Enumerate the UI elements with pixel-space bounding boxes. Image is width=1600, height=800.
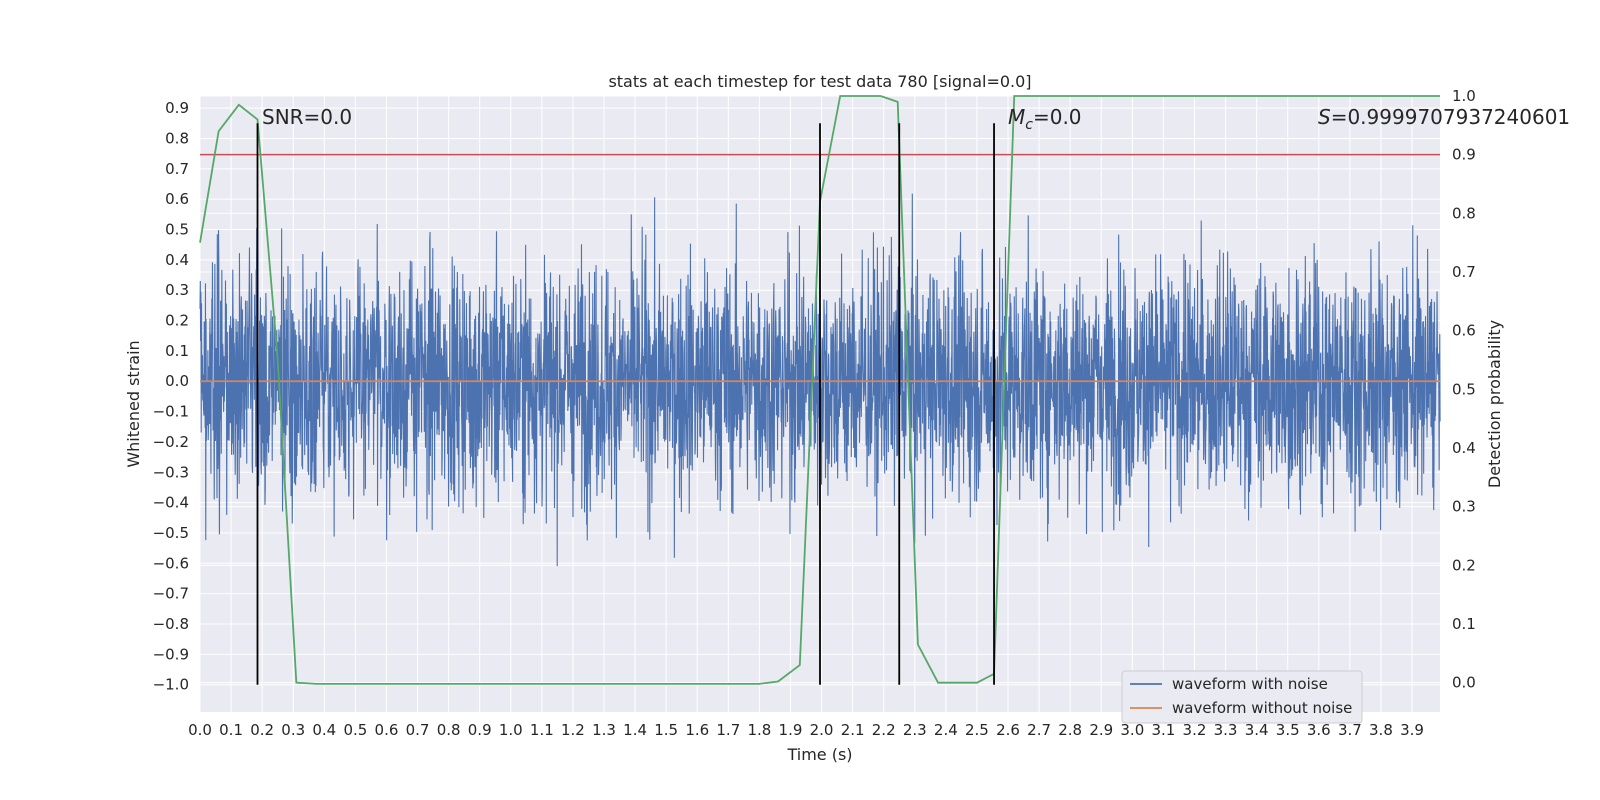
y2-tick-label: 0.9 bbox=[1452, 146, 1476, 164]
mc-annotation: Mc=0.0 bbox=[1008, 105, 1082, 133]
y-tick-label: −0.4 bbox=[153, 494, 189, 512]
y2-tick-label: 0.0 bbox=[1452, 674, 1476, 692]
chart-title: stats at each timestep for test data 780… bbox=[608, 72, 1031, 91]
y2-tick-label: 0.8 bbox=[1452, 204, 1476, 222]
y-tick-label: 0.1 bbox=[165, 342, 189, 360]
y-tick-label: 0.5 bbox=[165, 221, 189, 239]
y2-tick-label: 0.7 bbox=[1452, 263, 1476, 281]
legend-label-clean: waveform without noise bbox=[1172, 699, 1352, 717]
y-tick-label: −0.5 bbox=[153, 524, 189, 542]
y-tick-label: 0.8 bbox=[165, 129, 189, 147]
x-tick-label: 3.3 bbox=[1214, 721, 1238, 739]
x-tick-label: 0.3 bbox=[281, 721, 305, 739]
x-tick-label: 3.6 bbox=[1307, 721, 1331, 739]
y-axis-left: 0.9 0.8 0.7 0.6 0.5 0.4 0.3 0.2 0.1 0.0 −0.1 −0.2 −0… bbox=[153, 99, 189, 694]
x-tick-label: 2.1 bbox=[841, 721, 865, 739]
y2-tick-label: 1.0 bbox=[1452, 87, 1476, 105]
x-tick-label: 2.9 bbox=[1089, 721, 1113, 739]
x-tick-label: 3.8 bbox=[1369, 721, 1393, 739]
y-tick-label: 0.4 bbox=[165, 251, 189, 269]
x-tick-label: 3.1 bbox=[1151, 721, 1175, 739]
y2-tick-label: 0.1 bbox=[1452, 615, 1476, 633]
x-tick-label: 2.4 bbox=[934, 721, 958, 739]
y-tick-label: −0.2 bbox=[153, 433, 189, 451]
y-tick-label: 0.9 bbox=[165, 99, 189, 117]
legend-box bbox=[1121, 670, 1363, 724]
y-tick-label: −0.9 bbox=[153, 645, 189, 663]
y2-tick-label: 0.4 bbox=[1452, 439, 1476, 457]
y-tick-label: 0.3 bbox=[165, 281, 189, 299]
x-axis: 0.0 0.1 0.2 0.3 0.4 0.5 0.6 0.7 0.8 0.9 1.0 1.1 1.2 1… bbox=[188, 721, 1424, 739]
y-tick-label: 0.6 bbox=[165, 190, 189, 208]
x-tick-label: 1.9 bbox=[779, 721, 803, 739]
x-tick-label: 1.4 bbox=[623, 721, 647, 739]
x-tick-label: 1.2 bbox=[561, 721, 585, 739]
y-tick-label: −0.7 bbox=[153, 585, 189, 603]
y-tick-label: −1.0 bbox=[153, 676, 189, 694]
y-tick-label: −0.1 bbox=[153, 403, 189, 421]
y2-tick-label: 0.3 bbox=[1452, 498, 1476, 516]
x-tick-label: 2.3 bbox=[903, 721, 927, 739]
x-tick-label: 0.8 bbox=[437, 721, 461, 739]
x-tick-label: 2.7 bbox=[1027, 721, 1051, 739]
x-tick-label: 1.1 bbox=[530, 721, 554, 739]
x-tick-label: 0.9 bbox=[468, 721, 492, 739]
x-tick-label: 2.0 bbox=[810, 721, 834, 739]
y-axis-label: Whitened strain bbox=[124, 340, 143, 467]
x-tick-label: 0.1 bbox=[219, 721, 243, 739]
x-tick-label: 2.6 bbox=[996, 721, 1020, 739]
x-tick-label: 1.5 bbox=[654, 721, 678, 739]
x-tick-label: 1.0 bbox=[499, 721, 523, 739]
x-tick-label: 2.8 bbox=[1058, 721, 1082, 739]
y2-tick-label: 0.6 bbox=[1452, 322, 1476, 340]
y-axis-right: 1.0 0.9 0.8 0.7 0.6 0.5 0.4 0.3 0.2 0.1 0.0 bbox=[1452, 87, 1476, 692]
x-tick-label: 3.7 bbox=[1338, 721, 1362, 739]
y-tick-label: −0.6 bbox=[153, 554, 189, 572]
x-tick-label: 3.2 bbox=[1183, 721, 1207, 739]
y-tick-label: 0.7 bbox=[165, 160, 189, 178]
snr-annotation: SNR=0.0 bbox=[262, 105, 352, 129]
y-tick-label: 0.2 bbox=[165, 312, 189, 330]
legend-label-noise: waveform with noise bbox=[1172, 675, 1328, 693]
x-tick-label: 2.2 bbox=[872, 721, 896, 739]
x-tick-label: 0.5 bbox=[343, 721, 367, 739]
x-tick-label: 0.0 bbox=[188, 721, 212, 739]
y2-axis-label: Detection probability bbox=[1485, 320, 1504, 488]
x-tick-label: 2.5 bbox=[965, 721, 989, 739]
x-tick-label: 1.8 bbox=[747, 721, 771, 739]
y-tick-label: −0.3 bbox=[153, 463, 189, 481]
s-annotation: S=0.9999707937240601 bbox=[1318, 105, 1570, 129]
x-tick-label: 1.3 bbox=[592, 721, 616, 739]
x-axis-label: Time (s) bbox=[786, 745, 852, 764]
x-tick-label: 3.5 bbox=[1276, 721, 1300, 739]
x-tick-label: 1.6 bbox=[685, 721, 709, 739]
x-tick-label: 1.7 bbox=[716, 721, 740, 739]
y2-tick-label: 0.2 bbox=[1452, 556, 1476, 574]
x-tick-label: 3.0 bbox=[1120, 721, 1144, 739]
y2-tick-label: 0.5 bbox=[1452, 380, 1476, 398]
x-tick-label: 0.6 bbox=[375, 721, 399, 739]
legend: waveform with noise waveform without noi… bbox=[1121, 670, 1363, 724]
y-tick-label: 0.0 bbox=[165, 372, 189, 390]
y-tick-label: −0.8 bbox=[153, 615, 189, 633]
x-tick-label: 0.2 bbox=[250, 721, 274, 739]
series-lines bbox=[199, 95, 1440, 685]
x-tick-label: 0.4 bbox=[312, 721, 336, 739]
x-tick-label: 0.7 bbox=[406, 721, 430, 739]
x-tick-label: 3.9 bbox=[1400, 721, 1424, 739]
x-tick-label: 3.4 bbox=[1245, 721, 1269, 739]
